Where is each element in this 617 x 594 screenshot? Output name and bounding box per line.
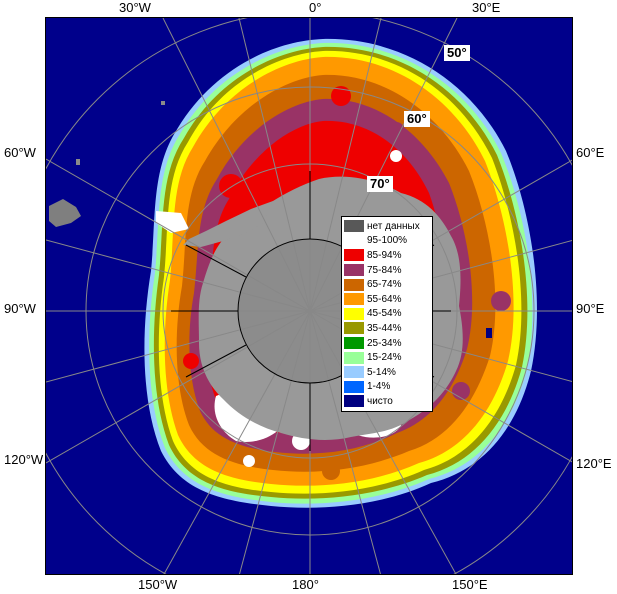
legend-item: 95-100%	[344, 234, 430, 249]
legend-item: 5-14%	[344, 365, 430, 380]
island-marker	[76, 159, 80, 165]
legend-label: чисто	[367, 395, 393, 407]
legend-label: 45-54%	[367, 308, 402, 320]
lat-label-50: 50°	[444, 45, 470, 61]
legend-swatch	[344, 307, 364, 320]
legend-swatch	[344, 380, 364, 393]
legend-label: 65-74%	[367, 279, 402, 291]
legend-swatch	[344, 249, 364, 262]
lon-label-left-60w: 60°W	[4, 145, 36, 160]
legend-label: нет данных	[367, 220, 420, 232]
legend-item: 85-94%	[344, 248, 430, 263]
legend-label: 95-100%	[367, 235, 408, 247]
legend-swatch	[344, 337, 364, 350]
legend-item: 65-74%	[344, 277, 430, 292]
legend-swatch	[344, 293, 364, 306]
legend-swatch	[344, 366, 364, 379]
legend-label: 5-14%	[367, 366, 396, 378]
lon-label-bottom-180: 180°	[292, 577, 319, 592]
legend-item: чисто	[344, 394, 430, 409]
map-legend: нет данных 95-100% 85-94% 75-84% 65-74% 55-64…	[341, 216, 433, 412]
legend-swatch	[344, 322, 364, 335]
lat-label-60: 60°	[404, 111, 430, 127]
south-america-land	[49, 199, 81, 227]
lon-label-top-30w: 30°W	[119, 0, 151, 15]
legend-swatch	[344, 234, 364, 247]
legend-label: 25-34%	[367, 337, 402, 349]
legend-label: 35-44%	[367, 322, 402, 334]
legend-label: 55-64%	[367, 293, 402, 305]
lon-label-top-0: 0°	[309, 0, 322, 15]
legend-swatch	[344, 220, 364, 233]
legend-item: 1-4%	[344, 380, 430, 395]
legend-label: 85-94%	[367, 249, 402, 261]
legend-item: 55-64%	[344, 292, 430, 307]
legend-swatch	[344, 351, 364, 364]
legend-swatch	[344, 395, 364, 408]
lon-label-top-30e: 30°E	[472, 0, 501, 15]
legend-item: 75-84%	[344, 263, 430, 278]
legend-swatch	[344, 278, 364, 291]
legend-item: 35-44%	[344, 321, 430, 336]
legend-item: 45-54%	[344, 307, 430, 322]
sea-ice-concentration-map	[46, 18, 572, 574]
legend-label: 15-24%	[367, 352, 402, 364]
legend-item: 25-34%	[344, 336, 430, 351]
lon-label-right-60e: 60°E	[576, 145, 605, 160]
legend-label: 1-4%	[367, 381, 391, 393]
lon-label-left-120w: 120°W	[4, 452, 44, 467]
lon-label-left-90w: 90°W	[4, 301, 36, 316]
lat-label-70: 70°	[367, 176, 393, 192]
lon-label-bottom-150e: 150°E	[452, 577, 488, 592]
lon-label-right-90e: 90°E	[576, 301, 605, 316]
antarctic-peninsula	[183, 201, 273, 247]
legend-item: 15-24%	[344, 350, 430, 365]
island-marker	[161, 101, 165, 105]
lon-label-right-120e: 120°E	[576, 456, 612, 471]
map-frame	[45, 17, 573, 575]
legend-swatch	[344, 264, 364, 277]
legend-item: нет данных	[344, 219, 430, 234]
lon-label-bottom-150w: 150°W	[138, 577, 178, 592]
legend-label: 75-84%	[367, 264, 402, 276]
